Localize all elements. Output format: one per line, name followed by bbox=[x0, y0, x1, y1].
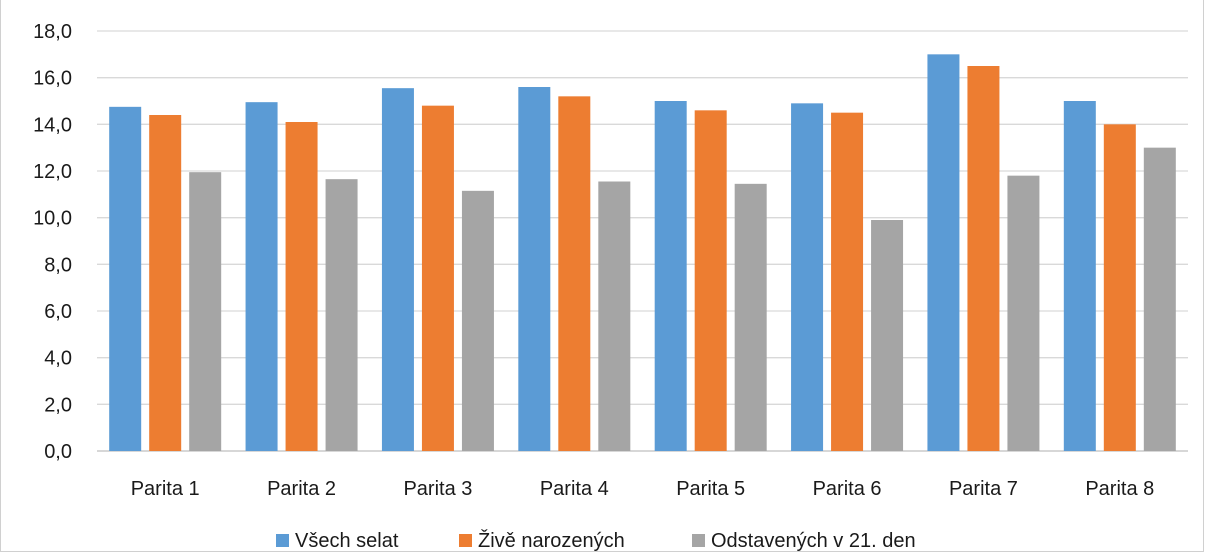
y-tick-label: 18,0 bbox=[33, 21, 72, 43]
y-tick-label: 16,0 bbox=[33, 68, 72, 90]
bar-3-5 bbox=[734, 183, 767, 452]
bar-1-4 bbox=[518, 87, 551, 451]
bar-2-3 bbox=[421, 105, 454, 452]
x-tick-label: Parita 5 bbox=[676, 478, 745, 500]
y-tick-label: 12,0 bbox=[33, 161, 72, 183]
legend-label: Všech selat bbox=[295, 530, 399, 552]
bar-1-7 bbox=[927, 54, 960, 451]
x-tick-label: Parita 8 bbox=[1085, 478, 1154, 500]
y-axis-ticks: 0,0 2,0 4,0 6,0 8,0 10,0 12,0 14,0 16,0 18,0 bbox=[33, 21, 72, 463]
bar-2-5 bbox=[694, 110, 727, 451]
y-tick-label: 0,0 bbox=[44, 441, 72, 463]
bar-3-1 bbox=[189, 172, 222, 451]
bar-2-4 bbox=[558, 96, 591, 451]
x-tick-label: Parita 2 bbox=[267, 478, 336, 500]
x-axis-ticks: Parita 1 Parita 2 Parita 3 Parita 4 Parita 5… bbox=[131, 478, 1155, 500]
bar-1-5 bbox=[654, 101, 687, 451]
bar-3-2 bbox=[325, 179, 358, 451]
grid-lines bbox=[97, 30, 1188, 452]
y-tick-label: 2,0 bbox=[44, 394, 72, 416]
bar-2-1 bbox=[149, 115, 182, 451]
bar-2-7 bbox=[967, 66, 1000, 451]
bar-2-8 bbox=[1103, 124, 1136, 451]
y-tick-label: 4,0 bbox=[44, 348, 72, 370]
x-tick-label: Parita 4 bbox=[540, 478, 609, 500]
bar-1-1 bbox=[109, 106, 142, 451]
x-tick-label: Parita 7 bbox=[949, 478, 1018, 500]
bar-3-8 bbox=[1143, 147, 1176, 451]
bar-1-8 bbox=[1063, 101, 1096, 451]
y-tick-label: 8,0 bbox=[44, 254, 72, 276]
bar-1-3 bbox=[381, 88, 414, 452]
bar-1-6 bbox=[791, 103, 824, 451]
y-tick-label: 10,0 bbox=[33, 208, 72, 230]
legend-label: Odstavených v 21. den bbox=[711, 530, 916, 552]
bar-3-3 bbox=[461, 190, 494, 452]
x-tick-label: Parita 3 bbox=[403, 478, 472, 500]
bar-3-7 bbox=[1007, 175, 1040, 451]
x-tick-label: Parita 6 bbox=[813, 478, 882, 500]
x-tick-label: Parita 1 bbox=[131, 478, 200, 500]
bar-1-2 bbox=[245, 102, 278, 452]
legend-swatch bbox=[459, 534, 472, 547]
y-tick-label: 14,0 bbox=[33, 114, 72, 136]
bar-2-6 bbox=[831, 112, 864, 452]
y-tick-label: 6,0 bbox=[44, 301, 72, 323]
bar-3-6 bbox=[871, 220, 904, 451]
legend: Všech selat Živě narozených Odstavených v … bbox=[276, 529, 916, 552]
legend-label: Živě narozených bbox=[478, 529, 625, 552]
bars bbox=[109, 54, 1176, 452]
legend-swatch bbox=[692, 534, 705, 547]
legend-swatch bbox=[276, 534, 289, 547]
bar-3-4 bbox=[598, 181, 631, 451]
bar-2-2 bbox=[285, 122, 318, 451]
